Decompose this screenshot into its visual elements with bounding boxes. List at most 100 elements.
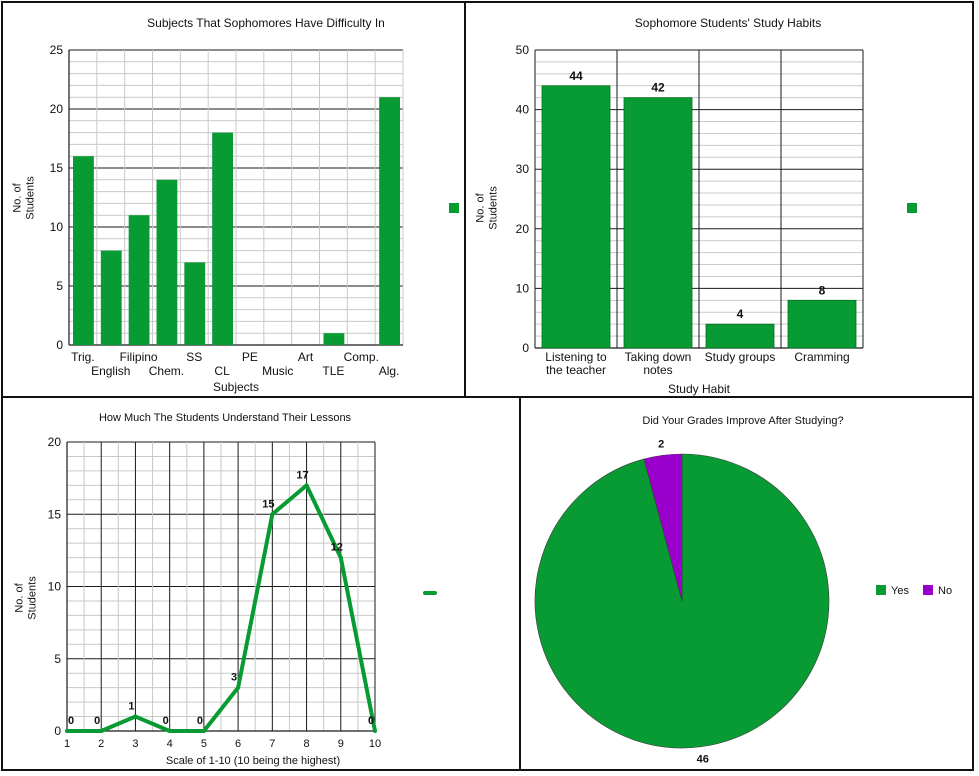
data-label: 0 [94, 715, 100, 727]
y-tick-label: 5 [54, 652, 61, 666]
y-tick-label: 0 [522, 341, 529, 355]
x-tick-label: Art [298, 350, 314, 364]
x-tick-label: 6 [235, 738, 241, 750]
data-label: 44 [569, 69, 583, 83]
data-label: 3 [231, 672, 237, 684]
data-label: 4 [737, 307, 744, 321]
x-tick-label: Cramming [794, 350, 849, 364]
data-label: 0 [163, 715, 169, 727]
understanding-chart-panel: How Much The Students Understand Their L… [3, 398, 519, 769]
data-label: 0 [368, 715, 374, 727]
data-label: 12 [331, 542, 343, 554]
data-label: 17 [296, 469, 308, 481]
chart-title: Subjects That Sophomores Have Difficulty… [147, 16, 385, 30]
x-tick-label: Alg. [379, 364, 400, 378]
y-tick-label: 50 [516, 43, 530, 57]
x-tick-label: SS [186, 350, 202, 364]
data-point [133, 714, 138, 719]
y-axis-title-1: Students [25, 176, 37, 220]
data-point [373, 729, 377, 733]
x-axis-title: Study Habit [668, 382, 731, 396]
subjects-chart: Subjects That Sophomores Have Difficulty… [12, 16, 459, 394]
x-tick-label: Listening to [545, 350, 607, 364]
x-tick-label: TLE [322, 364, 344, 378]
y-tick-label: 5 [56, 279, 63, 293]
y-tick-label: 0 [54, 724, 61, 738]
y-axis-title-1: Students [27, 576, 39, 620]
y-tick-label: 0 [56, 338, 63, 352]
x-tick-label: English [91, 364, 130, 378]
x-tick-label: 2 [98, 738, 104, 750]
bar-tle [323, 333, 345, 345]
x-tick-label: 3 [132, 738, 138, 750]
x-tick-label: the teacher [546, 363, 606, 377]
data-label: 0 [68, 715, 74, 727]
study-habits-chart-panel: Sophomore Students' Study Habits 0 10 20 30 4… [466, 3, 972, 396]
bar-english [100, 250, 122, 345]
bar-cl [212, 132, 233, 345]
chart-title: Did Your Grades Improve After Studying? [642, 415, 843, 427]
x-tick-label: Comp. [344, 350, 379, 364]
x-axis-title: Scale of 1-10 (10 being the highest) [166, 755, 340, 767]
data-point [65, 729, 69, 733]
legend-swatch [907, 203, 917, 213]
legend-label-yes: Yes [891, 585, 909, 597]
x-tick-label: 10 [369, 738, 381, 750]
data-label: 42 [651, 81, 665, 95]
bar-alg [379, 97, 400, 345]
x-tick-label: Filipino [120, 350, 158, 364]
bar-chem [156, 179, 178, 345]
data-point [270, 512, 275, 517]
data-point [201, 729, 206, 733]
x-tick-label: notes [643, 363, 672, 377]
legend-swatch-no [923, 585, 933, 595]
x-tick-label: Music [262, 364, 293, 378]
x-axis-title: Subjects [213, 380, 259, 394]
grades-pie-chart: Did Your Grades Improve After Studying? 4… [534, 415, 952, 766]
y-tick-label: 10 [516, 281, 530, 295]
y-tick-label: 10 [48, 580, 62, 594]
x-tick-label: 9 [338, 738, 344, 750]
y-axis-title-0: No. of [12, 182, 24, 212]
data-label: 8 [819, 283, 826, 297]
legend-swatch [449, 203, 459, 213]
y-tick-label: 15 [50, 161, 64, 175]
subjects-chart-panel: Subjects That Sophomores Have Difficulty… [3, 3, 464, 396]
vertical-divider-top [464, 3, 466, 398]
study-habits-chart: Sophomore Students' Study Habits 0 10 20 30 4… [475, 16, 917, 396]
legend-line-swatch [423, 591, 437, 595]
legend-label-no: No [938, 585, 952, 597]
bar-ss [184, 262, 206, 345]
y-axis-title-0: No. of [14, 582, 26, 612]
x-tick-label: PE [242, 350, 258, 364]
vertical-divider-bottom [519, 396, 521, 769]
y-tick-label: 10 [50, 220, 64, 234]
data-label: 0 [197, 715, 203, 727]
horizontal-divider [3, 396, 972, 398]
data-point [99, 729, 104, 733]
pie-slice-no [643, 453, 683, 602]
bar-1 [623, 97, 693, 349]
chart-title: Sophomore Students' Study Habits [635, 16, 821, 30]
pie-data-label: 2 [658, 438, 664, 450]
x-tick-label: Taking down [625, 350, 692, 364]
x-tick-label: Trig. [71, 350, 95, 364]
x-tick-label: 1 [64, 738, 70, 750]
y-tick-label: 20 [48, 435, 62, 449]
bar-0 [541, 85, 611, 349]
bar-2 [705, 323, 775, 349]
data-point [338, 555, 343, 560]
x-tick-label: CL [214, 364, 230, 378]
grades-pie-panel: Did Your Grades Improve After Studying? 4… [521, 398, 972, 769]
y-tick-label: 40 [516, 103, 530, 117]
bar-filipino [128, 215, 150, 345]
x-tick-label: 5 [201, 738, 207, 750]
understanding-chart: How Much The Students Understand Their L… [14, 412, 437, 767]
x-tick-label: 8 [303, 738, 309, 750]
x-tick-label: Chem. [149, 364, 184, 378]
bar-3 [787, 299, 857, 349]
y-tick-label: 30 [516, 162, 530, 176]
y-tick-label: 20 [516, 222, 530, 236]
y-axis-title-0: No. of [475, 192, 487, 222]
y-tick-label: 20 [50, 102, 64, 116]
